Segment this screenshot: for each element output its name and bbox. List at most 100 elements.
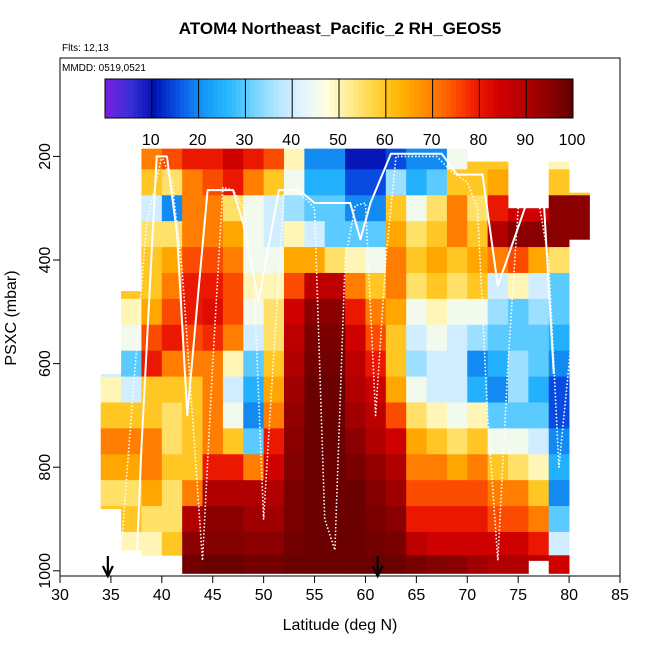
curtain-cell: [426, 350, 448, 377]
curtain-cell: [385, 428, 407, 455]
colorbar-swatch: [137, 79, 143, 118]
colorbar-swatch: [320, 79, 326, 118]
curtain-cell: [385, 247, 407, 274]
curtain-cell: [121, 531, 142, 551]
curtain-cell: [467, 402, 489, 429]
curtain-cell: [365, 148, 387, 170]
curtain-cell: [161, 195, 183, 222]
curtain-cell: [182, 169, 203, 196]
curtain-cell: [385, 195, 407, 222]
colorbar-swatch: [563, 79, 569, 118]
curtain-cell: [426, 148, 448, 170]
curtain-cell: [182, 221, 203, 248]
colorbar-swatch: [493, 79, 499, 118]
curtain-cell: [182, 324, 203, 352]
colorbar-swatch: [521, 79, 527, 118]
colorbar-swatch: [292, 79, 298, 118]
curtain-cell: [284, 376, 305, 403]
colorbar-tick-label: 80: [470, 132, 488, 149]
curtain-cell: [243, 402, 265, 429]
colorbar-swatch: [175, 79, 181, 118]
curtain-cell: [467, 350, 489, 377]
colorbar-swatch: [423, 79, 429, 118]
curtain-cell: [121, 350, 142, 377]
y-tick-label: 200: [37, 143, 54, 170]
curtain-cell: [548, 531, 570, 556]
curtain-cell: [426, 506, 448, 533]
curtain-cell: [304, 148, 326, 170]
curtain-cell: [324, 247, 346, 274]
curtain-cell: [467, 376, 489, 403]
x-tick-label: 30: [51, 587, 69, 604]
colorbar-swatch: [456, 79, 462, 118]
curtain-cell: [243, 169, 265, 196]
curtain-cell: [304, 555, 326, 574]
curtain-cell: [385, 402, 407, 429]
x-tick-label: 75: [509, 587, 527, 604]
curtain-cell: [182, 148, 203, 170]
curtain-cell: [324, 376, 346, 403]
curtain-cell: [548, 428, 570, 455]
curtain-cell: [446, 428, 468, 455]
curtain-cell: [263, 454, 285, 481]
curtain-cell: [406, 221, 427, 248]
curtain-cell: [121, 506, 142, 533]
colorbar-swatch: [484, 79, 490, 118]
curtain-cell: [304, 480, 326, 507]
colorbar-swatch: [399, 79, 406, 118]
curtain-cell: [528, 324, 550, 352]
curtain-cell: [161, 376, 183, 403]
curtain-cell: [467, 555, 489, 574]
curtain-cell: [426, 272, 448, 300]
colorbar-swatch: [512, 79, 518, 118]
colorbar-tick-label: 60: [376, 132, 394, 149]
curtain-cell: [263, 402, 285, 429]
curtain-cell: [406, 148, 427, 170]
colorbar-tick-label: 100: [559, 132, 586, 149]
colorbar-swatch: [142, 79, 148, 118]
colorbar-swatch: [488, 79, 494, 118]
colorbar-swatch: [470, 79, 476, 118]
curtain-cell: [141, 376, 163, 403]
curtain-cell: [222, 454, 244, 481]
curtain-cell: [528, 555, 550, 561]
curtain-cell: [548, 376, 570, 403]
colorbar-swatch: [498, 79, 504, 118]
curtain-cell: [100, 480, 122, 507]
colorbar-swatch: [329, 79, 335, 118]
curtain-cell: [487, 402, 509, 429]
curtain-cell: [345, 221, 366, 248]
colorbar-swatch: [189, 79, 195, 118]
curtain-cell: [426, 195, 448, 222]
curtain-cell: [324, 402, 346, 429]
colorbar-swatch: [376, 79, 382, 118]
colorbar-swatch: [193, 79, 200, 118]
curtain-cell: [324, 506, 346, 533]
colorbar-swatch: [516, 79, 523, 118]
curtain-cell: [202, 324, 224, 352]
curtain-cell: [446, 506, 468, 533]
curtain-cell: [385, 221, 407, 248]
curtain-cell: [263, 350, 285, 377]
curtain-cell: [528, 454, 550, 481]
colorbar-swatch: [226, 79, 232, 118]
curtain-cell: [182, 247, 203, 274]
curtain-cell: [304, 324, 326, 352]
colorbar-swatch: [217, 79, 223, 118]
curtain-cell: [487, 221, 509, 248]
curtain-cell: [324, 428, 346, 455]
colorbar-swatch: [385, 79, 391, 118]
curtain-cell: [121, 298, 142, 326]
curtain-cell: [365, 298, 387, 326]
curtain-cell: [182, 555, 203, 574]
curtain-cell: [528, 272, 550, 300]
curtain-cell: [121, 376, 142, 403]
colorbar-swatch: [507, 79, 513, 118]
colorbar-tick-label: 10: [142, 132, 160, 149]
curtain-cell: [161, 428, 183, 455]
x-axis-label: Latitude (deg N): [283, 617, 398, 634]
colorbar-swatch: [549, 79, 555, 118]
curtain-cell: [446, 531, 468, 556]
curtain-cell: [426, 169, 448, 196]
